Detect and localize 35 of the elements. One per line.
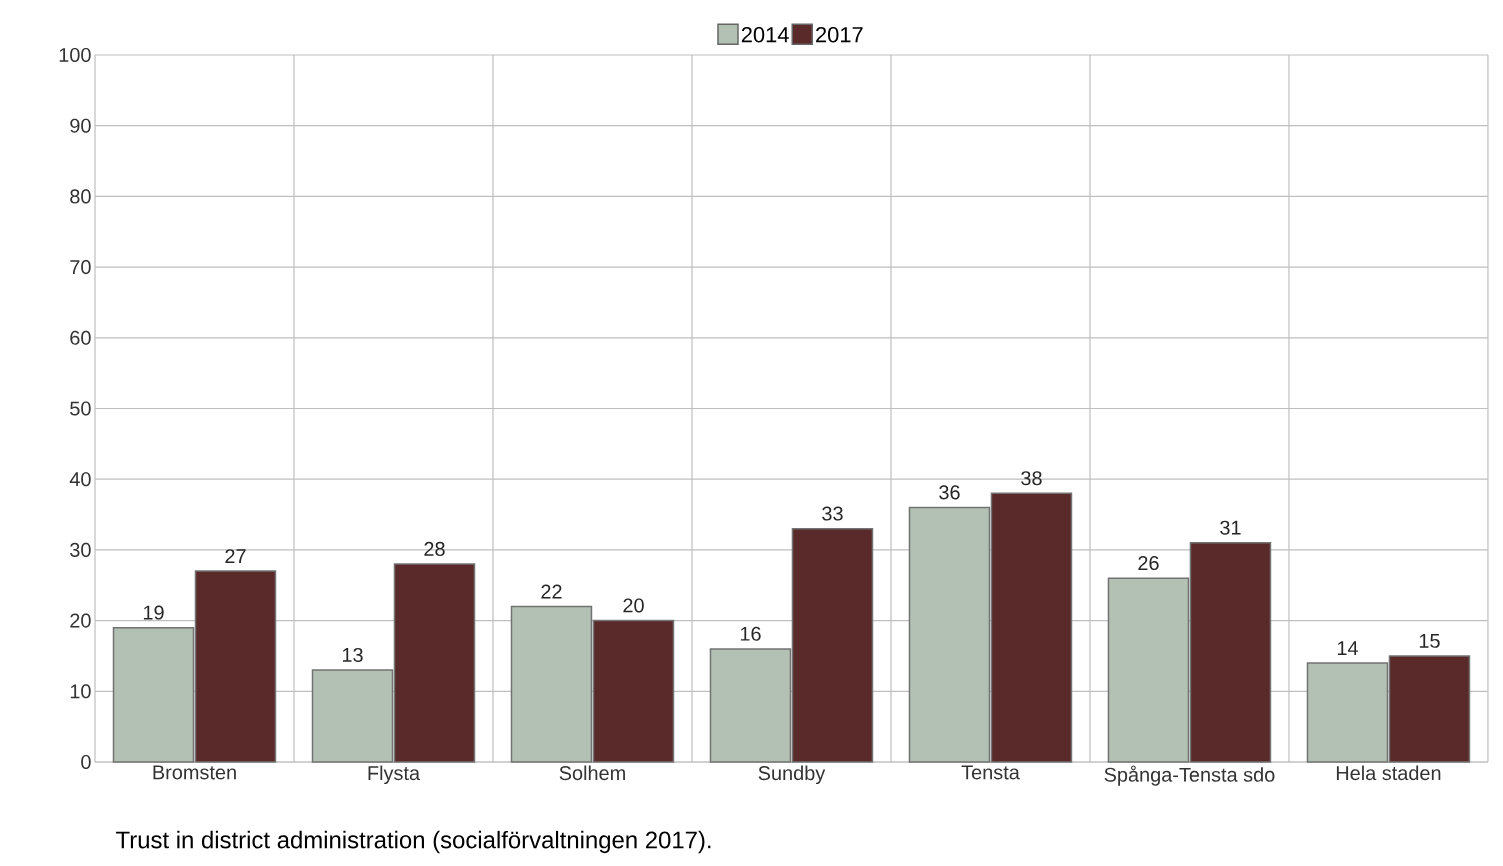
x-tick-label: Tensta bbox=[961, 765, 1020, 780]
x-tick-label: Bromsten bbox=[153, 765, 236, 780]
y-tick-label: 100 bbox=[59, 47, 91, 63]
y-tick-label: 80 bbox=[70, 189, 91, 204]
x-tick-label: Spånga-Tensta sdo bbox=[1104, 765, 1275, 786]
data-label: 36 bbox=[939, 485, 960, 500]
data-label: 22 bbox=[541, 584, 562, 599]
x-tick-label: Solhem bbox=[559, 765, 625, 781]
y-tick-label: 60 bbox=[70, 330, 91, 345]
x-tick-label: Flysta bbox=[368, 765, 421, 785]
data-label: 20 bbox=[623, 598, 644, 613]
data-label: 19 bbox=[143, 605, 164, 620]
data-label: 15 bbox=[1419, 633, 1440, 648]
x-tick-label: Hela staden bbox=[1336, 765, 1441, 781]
data-label: 27 bbox=[225, 549, 246, 564]
data-label: 14 bbox=[1337, 641, 1358, 655]
y-tick-label: 50 bbox=[70, 401, 91, 416]
data-label: 13 bbox=[342, 647, 363, 663]
x-tick-label: Sundby bbox=[758, 765, 826, 785]
data-label: 31 bbox=[1220, 520, 1241, 535]
legend-label: 2014 bbox=[741, 26, 789, 43]
text: Trust in district administration (socialförvaltningen 2017). bbox=[116, 830, 711, 854]
data-label: 33 bbox=[822, 506, 843, 521]
data-label: 38 bbox=[1021, 471, 1042, 486]
data-label: 16 bbox=[740, 626, 761, 641]
y-tick-label: 20 bbox=[70, 613, 91, 628]
legend-label: 2017 bbox=[816, 26, 863, 43]
y-tick-label: 90 bbox=[70, 118, 91, 133]
y-tick-label: 0 bbox=[81, 754, 91, 770]
y-tick-label: 10 bbox=[70, 684, 91, 699]
data-label: 28 bbox=[424, 541, 445, 556]
data-label: 26 bbox=[1138, 556, 1159, 571]
y-tick-label: 30 bbox=[70, 542, 91, 557]
y-tick-label: 70 bbox=[70, 260, 91, 275]
y-tick-label: 40 bbox=[69, 472, 91, 487]
